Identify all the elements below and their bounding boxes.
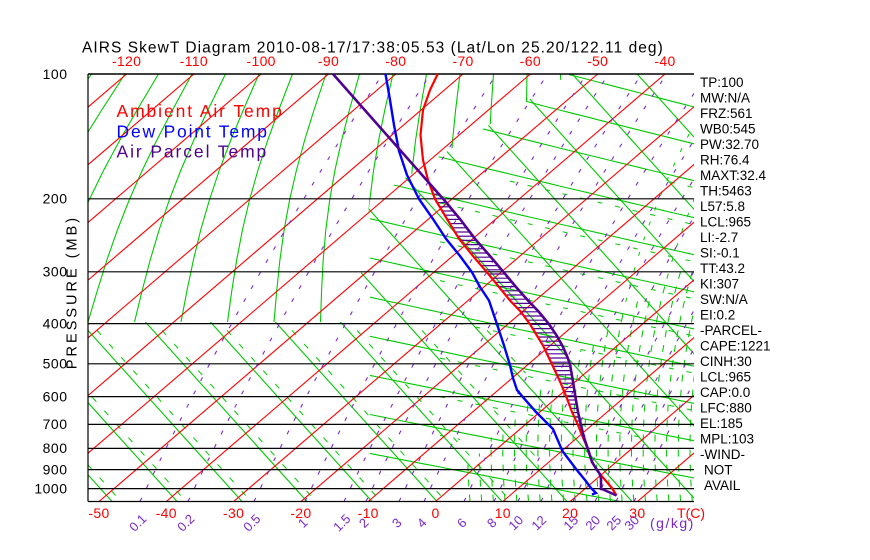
svg-text:-WIND-: -WIND-: [700, 447, 745, 462]
svg-text:SI:-0.1: SI:-0.1: [700, 246, 740, 261]
svg-text:SW:N/A: SW:N/A: [700, 292, 748, 307]
svg-text:500: 500: [43, 356, 68, 372]
svg-text:-100: -100: [247, 53, 276, 69]
svg-text:30: 30: [629, 505, 645, 521]
svg-text:-50: -50: [88, 505, 109, 521]
svg-text:900: 900: [43, 461, 68, 477]
svg-text:(g/kg): (g/kg): [650, 515, 695, 531]
svg-text:700: 700: [43, 416, 68, 432]
svg-text:TP:100: TP:100: [700, 75, 744, 90]
svg-text:AIRS SkewT Diagram 2010-08-17/: AIRS SkewT Diagram 2010-08-17/17:38:05.5…: [82, 40, 664, 57]
svg-text:PW:32.70: PW:32.70: [700, 137, 759, 152]
svg-text:-10: -10: [358, 505, 379, 521]
svg-text:20: 20: [562, 505, 578, 521]
svg-text:-70: -70: [453, 53, 474, 69]
svg-text:LFC:880: LFC:880: [700, 401, 752, 416]
svg-text:L57:5.8: L57:5.8: [700, 199, 745, 214]
svg-text:1000: 1000: [34, 480, 67, 496]
svg-text:-PARCEL-: -PARCEL-: [700, 323, 762, 338]
svg-text:PRESSURE (MB): PRESSURE (MB): [65, 215, 81, 369]
svg-text:-90: -90: [318, 53, 339, 69]
svg-text:-60: -60: [520, 53, 541, 69]
svg-text:LI:-2.7: LI:-2.7: [700, 230, 738, 245]
svg-text:200: 200: [43, 191, 68, 207]
svg-text:EI:0.2: EI:0.2: [700, 308, 735, 323]
svg-text:RH:76.4: RH:76.4: [700, 153, 750, 168]
svg-text:CAP:0.0: CAP:0.0: [700, 385, 750, 400]
svg-text:EL:185: EL:185: [700, 416, 743, 431]
svg-text:-80: -80: [385, 53, 406, 69]
svg-text:CAPE:1221: CAPE:1221: [700, 339, 771, 354]
svg-text:-20: -20: [290, 505, 311, 521]
svg-text:WB0:545: WB0:545: [700, 122, 756, 137]
svg-text:LCL:965: LCL:965: [700, 370, 751, 385]
svg-text:300: 300: [43, 264, 68, 280]
svg-text:-110: -110: [180, 53, 208, 69]
svg-text:Dew Point Temp: Dew Point Temp: [117, 122, 269, 142]
svg-text:LCL:965: LCL:965: [700, 215, 751, 230]
svg-text:CINH:30: CINH:30: [700, 354, 752, 369]
svg-text:MPL:103: MPL:103: [700, 432, 754, 447]
svg-text:TH:5463: TH:5463: [700, 184, 752, 199]
svg-text:-40: -40: [654, 53, 675, 69]
svg-text:10: 10: [495, 505, 511, 521]
svg-text:MW:N/A: MW:N/A: [700, 91, 750, 106]
svg-text:Air Parcel Temp: Air Parcel Temp: [117, 142, 269, 162]
svg-text:-120: -120: [112, 53, 141, 69]
svg-text:AVAIL: AVAIL: [704, 478, 741, 493]
svg-text:0: 0: [431, 505, 439, 521]
svg-text:TT:43.2: TT:43.2: [700, 261, 745, 276]
svg-text:600: 600: [43, 388, 68, 404]
svg-text:FRZ:561: FRZ:561: [700, 106, 753, 121]
svg-text:KI:307: KI:307: [700, 277, 739, 292]
svg-text:T(C): T(C): [677, 505, 705, 521]
svg-text:400: 400: [43, 315, 68, 331]
svg-text:-50: -50: [587, 53, 608, 69]
svg-text:800: 800: [43, 440, 68, 456]
svg-text:Ambient Air Temp: Ambient Air Temp: [117, 101, 284, 121]
svg-text:-30: -30: [223, 505, 244, 521]
svg-text:-40: -40: [156, 505, 177, 521]
svg-text:MAXT:32.4: MAXT:32.4: [700, 168, 767, 183]
svg-text:NOT: NOT: [704, 463, 733, 478]
svg-text:100: 100: [43, 66, 68, 82]
